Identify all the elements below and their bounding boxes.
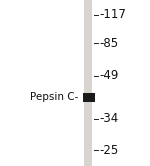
Text: -117: -117 [100,8,127,21]
Text: -85: -85 [100,37,119,50]
Text: Pepsin C-: Pepsin C- [30,92,78,102]
Bar [84,0,92,166]
Text: -34: -34 [100,112,119,125]
Text: -25: -25 [100,144,119,157]
Text: -49: -49 [100,69,119,82]
Bar [83,93,95,102]
